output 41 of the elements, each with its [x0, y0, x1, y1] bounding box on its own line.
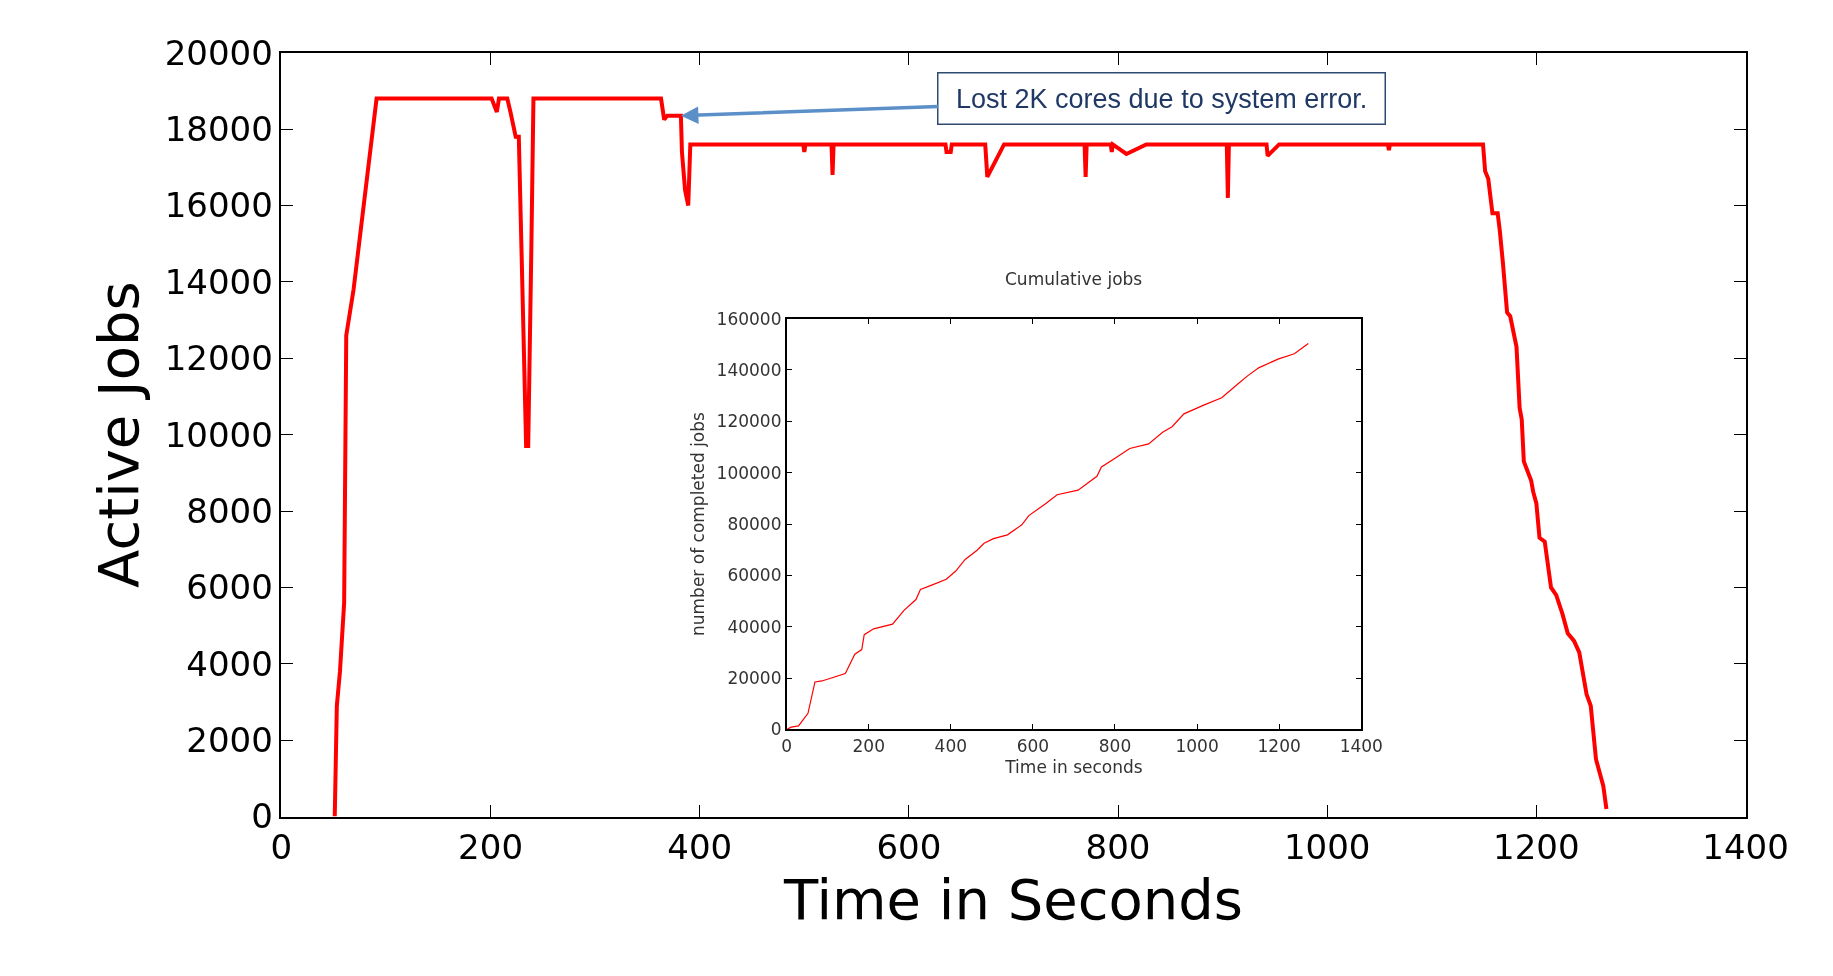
x-tick-label: 1000 — [1283, 827, 1371, 868]
x-axis-title: Time in seconds — [1004, 756, 1143, 777]
y-tick-label: 6000 — [186, 567, 273, 608]
chart-title: Cumulative jobs — [1005, 269, 1143, 289]
y-tick-label: 16000 — [164, 185, 273, 226]
y-tick-label: 140000 — [716, 359, 782, 380]
y-axis-title: number of completed jobs — [687, 411, 708, 636]
y-tick-label: 0 — [770, 719, 782, 740]
y-tick-label: 14000 — [164, 261, 273, 302]
y-tick-label: 60000 — [727, 565, 782, 586]
x-tick-label: 200 — [458, 827, 524, 868]
y-tick-label: 120000 — [716, 411, 782, 432]
y-tick-label: 2000 — [186, 720, 273, 761]
annotation: Lost 2K cores due to system error. — [948, 83, 1375, 114]
x-tick-label: 1200 — [1493, 827, 1580, 868]
y-tick-label: 10000 — [164, 414, 273, 455]
x-tick-label: 1400 — [1339, 735, 1383, 756]
y-tick-label: 20000 — [727, 668, 782, 689]
x-tick-label: 400 — [934, 735, 968, 756]
y-tick-label: 80000 — [727, 513, 782, 534]
y-tick-label: 160000 — [716, 308, 782, 329]
x-tick-label: 1000 — [1175, 735, 1219, 756]
x-tick-label: 800 — [1098, 735, 1132, 756]
y-tick-label: 20000 — [164, 32, 273, 73]
y-tick-label: 18000 — [164, 109, 273, 150]
y-tick-label: 40000 — [727, 616, 782, 637]
y-tick-label: 100000 — [716, 462, 782, 483]
y-tick-label: 12000 — [164, 338, 273, 379]
y-axis-title: Active Jobs — [86, 281, 152, 588]
x-tick-label: 400 — [667, 827, 733, 868]
x-tick-label: 1400 — [1702, 827, 1789, 868]
x-tick-label: 200 — [852, 735, 885, 756]
y-tick-label: 4000 — [186, 643, 273, 684]
y-tick-label: 0 — [251, 796, 273, 837]
x-tick-label: 800 — [1085, 827, 1151, 868]
x-tick-label: 600 — [876, 827, 942, 868]
y-tick-label: 8000 — [186, 490, 273, 531]
x-tick-label: 600 — [1016, 735, 1050, 756]
x-tick-label: 1200 — [1257, 735, 1301, 756]
x-axis-title: Time in Seconds — [782, 867, 1243, 933]
line-series — [786, 342, 1309, 730]
